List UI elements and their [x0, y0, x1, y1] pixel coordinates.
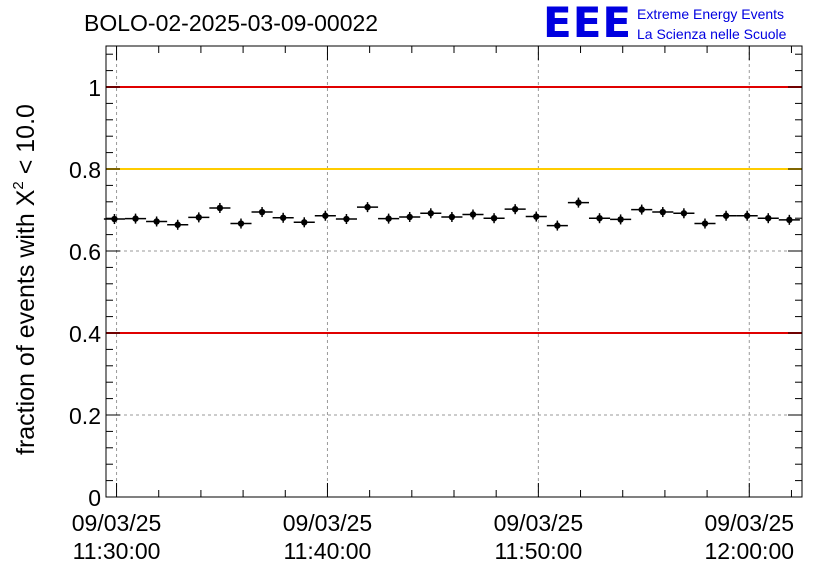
y-axis-label-symbol: X [12, 189, 40, 206]
eee-logo-line2: La Scienza nelle Scuole [637, 26, 787, 42]
y-tick-label: 0.8 [69, 157, 101, 183]
marker [659, 208, 666, 216]
x-tick-time: 11:30:00 [73, 538, 161, 564]
reference-lines [106, 86, 802, 334]
data-point [230, 218, 252, 229]
data-point [441, 211, 463, 222]
marker [174, 221, 181, 228]
data-point [652, 207, 674, 218]
data-point [188, 212, 210, 223]
data-point [314, 210, 336, 221]
marker [490, 215, 498, 222]
plot-frame [105, 45, 803, 498]
data-point [757, 213, 779, 224]
x-tick-date: 09/03/25 [494, 510, 584, 536]
marker [701, 220, 709, 227]
chart-title: BOLO-02-2025-03-09-00022 [84, 10, 379, 36]
marker [638, 206, 645, 213]
marker [406, 213, 413, 221]
marker [343, 215, 350, 223]
marker [385, 215, 392, 222]
data-point [673, 208, 695, 219]
data-point [209, 202, 231, 213]
data-point [146, 216, 168, 227]
data-point [124, 213, 147, 224]
marker [680, 210, 688, 217]
y-tick-label: 1 [88, 75, 101, 101]
marker [617, 216, 624, 223]
grid [106, 46, 802, 497]
y-tick-label: 0.2 [69, 403, 101, 429]
data-point [588, 213, 611, 224]
marker [237, 220, 245, 227]
x-tick-time: 11:50:00 [494, 538, 582, 564]
data-points [103, 197, 800, 231]
marker [111, 215, 118, 223]
data-point [778, 214, 800, 225]
data-point [483, 213, 505, 224]
marker [596, 215, 603, 222]
y-tick-label: 0.6 [69, 239, 101, 265]
data-point [504, 204, 526, 215]
data-point [736, 210, 758, 221]
y-axis: 0 0.2 0.4 0.6 0.8 1 [69, 53, 802, 511]
y-axis-label-main: fraction of events with [12, 206, 40, 455]
data-point [462, 209, 484, 220]
x-tick-date: 09/03/25 [705, 510, 795, 536]
data-point [103, 214, 125, 225]
marker [427, 210, 434, 217]
marker [448, 213, 456, 221]
data-point [694, 218, 716, 229]
marker [195, 214, 202, 221]
data-point [167, 219, 189, 230]
data-point [420, 208, 442, 219]
marker [469, 211, 477, 218]
data-point [546, 220, 568, 231]
marker [575, 199, 582, 206]
data-point [378, 213, 400, 224]
data-point [293, 217, 315, 228]
marker [301, 219, 308, 226]
marker [132, 215, 139, 222]
x-axis: 09/03/2511:30:0009/03/2511:40:0009/03/25… [72, 46, 794, 564]
y-tick-label: 0.4 [69, 321, 101, 347]
marker [153, 218, 160, 225]
y-axis-label: fraction of events with X2 < 10.0 [10, 104, 40, 455]
marker [765, 215, 772, 222]
x-tick-date: 09/03/25 [283, 510, 373, 536]
marker [554, 222, 561, 229]
data-point [610, 214, 632, 225]
marker [216, 204, 224, 212]
x-tick-time: 11:40:00 [284, 538, 372, 564]
marker [511, 205, 519, 213]
data-point [715, 210, 737, 221]
eee-logo-mark: EEE [543, 0, 633, 47]
marker [279, 214, 287, 221]
data-point [251, 207, 273, 218]
marker [364, 203, 371, 211]
data-point [399, 211, 421, 222]
eee-logo: EEE Extreme Energy Events La Scienza nel… [543, 0, 833, 47]
y-axis-label-tail: < 10.0 [12, 104, 40, 181]
y-axis-label-superscript: 2 [10, 181, 27, 189]
y-tick-label: 0 [88, 485, 101, 511]
eee-logo-line1: Extreme Energy Events [637, 6, 785, 22]
x-tick-time: 12:00:00 [705, 538, 795, 564]
marker [786, 216, 793, 224]
data-point [356, 202, 379, 213]
data-point [525, 211, 547, 222]
data-point [631, 204, 653, 215]
data-point [567, 197, 589, 208]
data-point [335, 214, 357, 225]
marker [533, 213, 540, 220]
data-point [272, 212, 294, 223]
marker [258, 208, 266, 216]
marker [743, 212, 751, 219]
marker [322, 212, 329, 219]
x-tick-date: 09/03/25 [72, 510, 162, 536]
marker [722, 212, 730, 219]
